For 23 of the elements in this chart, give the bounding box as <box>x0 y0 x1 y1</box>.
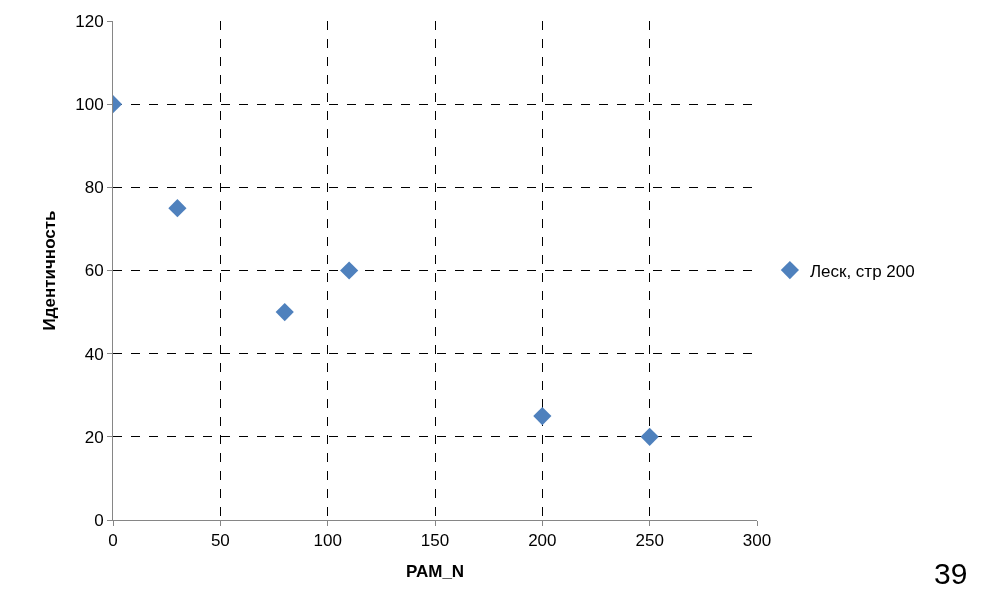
point <box>640 427 659 446</box>
x-tick-label: 300 <box>742 531 772 551</box>
x-tick-label: 50 <box>210 531 230 551</box>
y-tick-label: 80 <box>84 178 104 198</box>
point <box>533 406 552 426</box>
point <box>168 199 187 218</box>
legend-label: Леск, стр 200 <box>809 261 915 281</box>
x-tick-label: 0 <box>108 531 118 551</box>
point <box>275 302 294 322</box>
x-tick-label: 100 <box>313 531 342 551</box>
y-tick-label: 20 <box>84 427 104 447</box>
x-axis-title: PAM_N <box>405 561 465 581</box>
y-tick-label: 0 <box>94 510 104 530</box>
x-tick-label: 150 <box>420 531 450 551</box>
y-tick-label: 100 <box>75 95 104 115</box>
x-tick-label: 200 <box>528 531 557 551</box>
y-tick-label: 60 <box>84 261 104 281</box>
y-axis-title: Идентичность <box>39 210 59 331</box>
y-tick-label: 120 <box>75 11 104 31</box>
text: 39 <box>934 557 968 590</box>
point <box>340 261 359 280</box>
x-tick-label: 250 <box>635 531 664 551</box>
y-tick-label: 40 <box>84 344 104 364</box>
